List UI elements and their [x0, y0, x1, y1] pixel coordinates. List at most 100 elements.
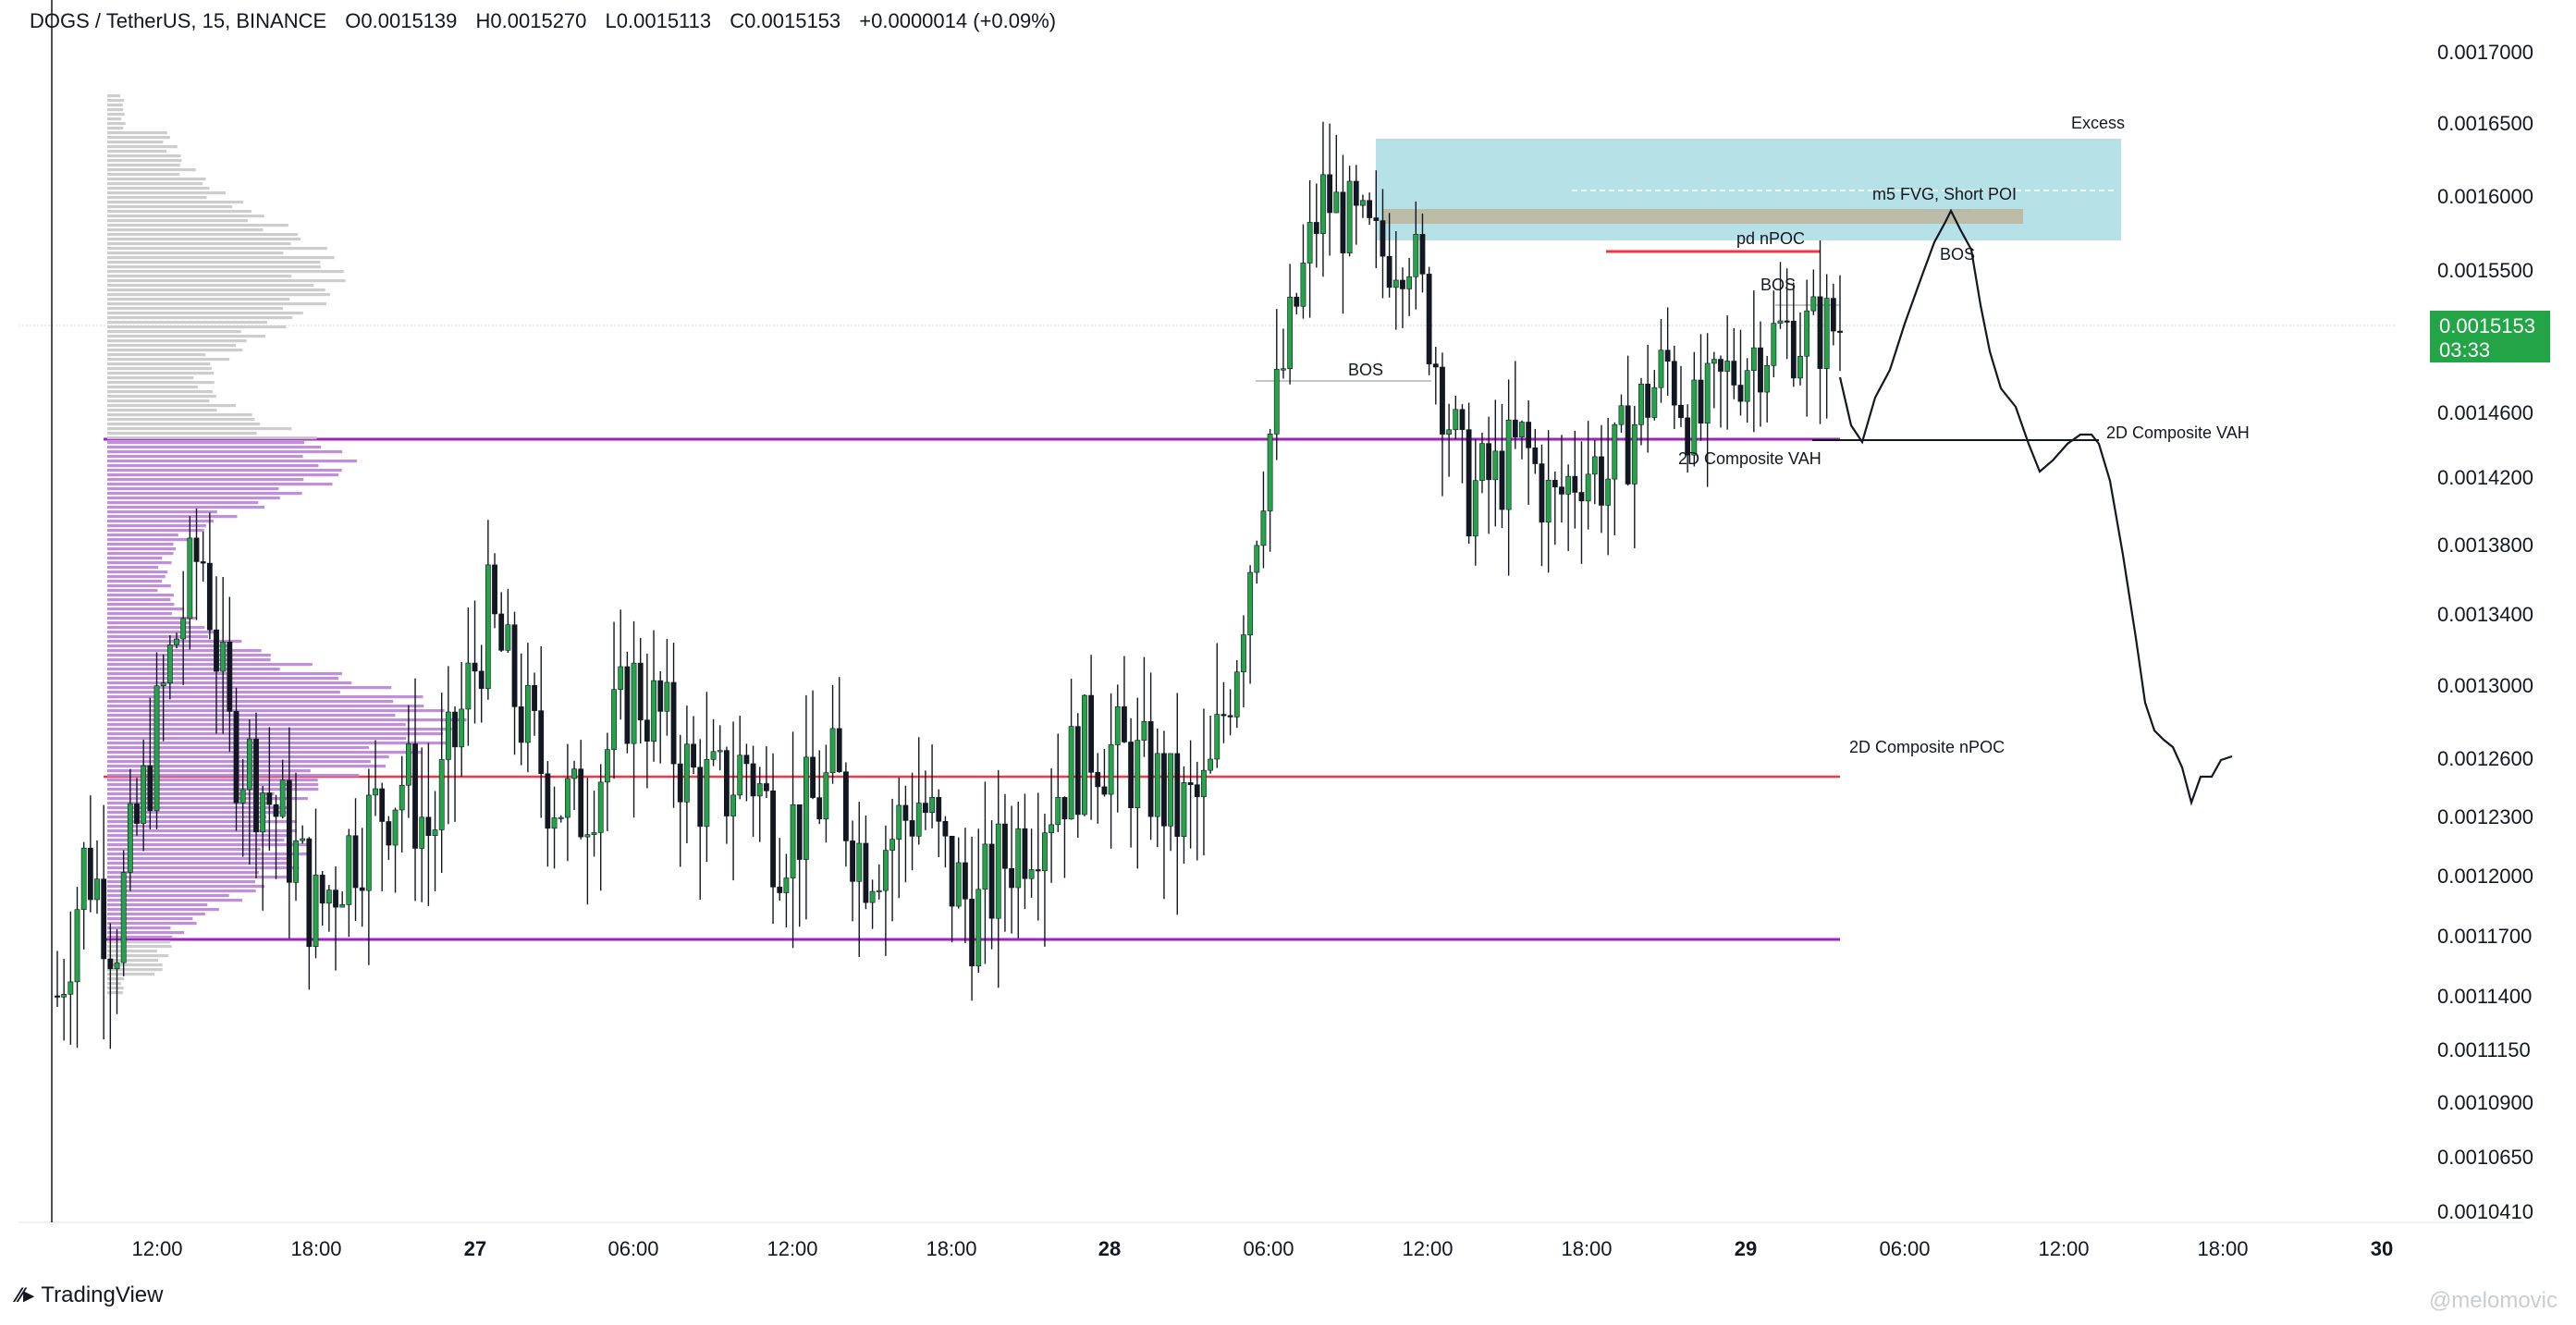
y-tick-label: 0.0012000 [2437, 865, 2533, 888]
volume-profile-bar [107, 252, 284, 255]
candle-up [1042, 832, 1048, 872]
volume-profile-bar [107, 94, 120, 98]
volume-profile-bar [107, 742, 450, 745]
volume-profile-bar [107, 816, 267, 819]
volume-profile-bar [107, 663, 313, 667]
candle-up [1691, 379, 1698, 456]
volume-profile-bar [107, 820, 297, 824]
volume-profile-bar [107, 700, 394, 704]
candle-down [233, 711, 239, 804]
volume-profile-bar [107, 853, 311, 856]
candle-down [1664, 350, 1671, 362]
volume-profile-bar [107, 806, 289, 810]
candle-down [1737, 385, 1744, 402]
y-tick-label: 0.0012300 [2437, 805, 2533, 828]
candle-down [1400, 279, 1405, 289]
volume-profile-bar [107, 224, 288, 227]
volume-profile-bar [107, 580, 162, 583]
candle-down [670, 681, 677, 765]
candle-up [618, 666, 624, 690]
volume-profile-bar [107, 275, 292, 278]
y-tick-label: 0.0010900 [2437, 1091, 2533, 1114]
annotation-label: BOS [1940, 245, 1975, 264]
candle-down [1095, 772, 1101, 788]
candle-up [1591, 456, 1598, 475]
volume-profile-bar [107, 325, 287, 329]
volume-profile-bar [107, 621, 190, 625]
candle-up [325, 889, 332, 904]
candle-up [869, 890, 876, 903]
volume-profile-bar [107, 215, 264, 218]
candle-down [963, 862, 968, 900]
candle-down [578, 768, 584, 838]
x-tick-label: 12:00 [131, 1237, 182, 1260]
annotation-label: BOS [1760, 276, 1796, 294]
volume-profile-bar [107, 936, 173, 939]
candle-down [1022, 828, 1028, 879]
volume-profile-bar [107, 862, 292, 865]
candle-down [1074, 726, 1081, 816]
volume-profile-bar [107, 381, 215, 385]
candle-up [74, 909, 80, 983]
candle-down [1698, 379, 1704, 423]
candle-down [286, 779, 292, 883]
tradingview-brand[interactable]: ⁄⁄▸ TradingView [17, 1282, 163, 1308]
candle-down [1578, 492, 1585, 502]
tradingview-logo-icon: ⁄⁄▸ [17, 1283, 34, 1307]
volume-profile-bar [107, 760, 371, 764]
annotation-label: 2D Composite nPOC [1849, 738, 2005, 756]
candle-up [876, 889, 882, 892]
candle-down [777, 887, 783, 893]
volume-profile-bar [107, 751, 423, 755]
candle-down [352, 835, 359, 889]
candle-down [1532, 448, 1539, 464]
volume-profile-bar [107, 589, 158, 593]
volume-profile-bar [107, 141, 164, 144]
candle-up [683, 743, 690, 803]
volume-profile-bar [107, 765, 386, 768]
candle-up [392, 809, 399, 846]
candle-down [1340, 191, 1346, 253]
candle-up [1519, 422, 1525, 438]
candle-up [1049, 824, 1054, 833]
symbol-name[interactable]: DOGS / TetherUS, 15, BINANCE [30, 9, 327, 32]
volume-profile-bar [107, 575, 166, 579]
volume-profile-bar [107, 497, 280, 500]
candle-down [412, 743, 418, 849]
volume-profile-bar [107, 802, 271, 805]
candle-down [1685, 417, 1691, 456]
annotation-label: BOS [1348, 361, 1383, 379]
current-price-badge: 0.0015153 03:33 [2430, 311, 2550, 362]
volume-profile-bar [107, 386, 198, 389]
candle-up [1114, 706, 1121, 745]
candle-down [923, 803, 928, 813]
candle-down [193, 537, 200, 562]
volume-profile-bar [107, 829, 297, 833]
candle-up [1612, 423, 1618, 480]
volume-profile-bar [107, 455, 303, 459]
volume-profile-bar [107, 113, 125, 117]
candle-up [584, 834, 591, 838]
volume-profile-bar [107, 695, 423, 699]
annotation-label: 2D Composite VAH [2106, 423, 2250, 442]
volume-profile-bar [107, 99, 125, 103]
candle-down [644, 719, 650, 742]
candle-up [67, 981, 74, 995]
candle-up [1658, 350, 1664, 388]
candle-down [743, 755, 750, 765]
candle-up [756, 783, 763, 797]
volume-profile-bar [107, 395, 216, 399]
candle-down [763, 783, 769, 791]
volume-profile-bar [107, 145, 178, 149]
candle-down [492, 564, 497, 615]
candle-up [1154, 753, 1160, 817]
volume-profile-bar [107, 298, 290, 301]
candle-up [1446, 429, 1453, 435]
volume-profile-bar [107, 136, 170, 140]
candle-up [524, 684, 531, 743]
candle-down [1559, 486, 1564, 495]
candle-up [1651, 386, 1658, 418]
candle-up [1453, 409, 1459, 431]
candle-down [538, 710, 545, 775]
